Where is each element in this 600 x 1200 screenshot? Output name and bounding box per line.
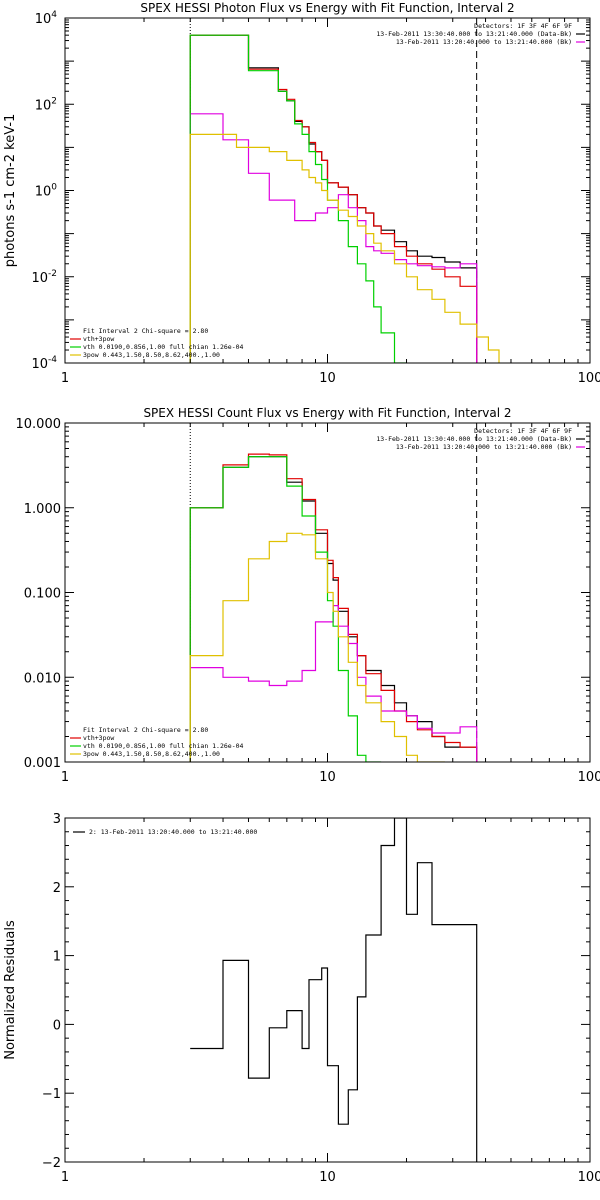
panel3-legend-1: 2: 13-Feb-2011 13:20:40.000 to 13:21:40.… (89, 828, 257, 836)
panel1-y-tick-label: 102 (35, 96, 57, 113)
panel2-x-tick-label: 10 (319, 770, 336, 785)
panel1-x-tick-label: 100 (578, 371, 600, 386)
panel3-series-residuals (190, 818, 478, 1162)
panel2-y-tick-label: 10.000 (16, 417, 62, 432)
panel1-y-tick-label: 104 (35, 10, 58, 27)
panel2-series-vth (189, 456, 382, 762)
panel2-legend-bottom-1: Fit Interval 2 Chi-square = 2.80 (83, 726, 208, 734)
panel3-x-tick-label: 1 (61, 1170, 69, 1185)
panel1-legend-top-3: 13-Feb-2011 13:20:40.000 to 13:21:40.000… (396, 38, 572, 46)
panel2-y-tick-label: 0.001 (24, 756, 61, 771)
panel3-y-tick-label: 2 (53, 881, 61, 896)
panel1-x-tick-label: 10 (319, 371, 336, 386)
panel2-y-tick-label: 1.000 (24, 502, 61, 517)
panel1-legend-bottom-4: 3pow 0.443,1.50,8.50,8.62,400.,1.00 (83, 351, 220, 359)
panel1-title: SPEX HESSI Photon Flux vs Energy with Fi… (140, 1, 514, 15)
panel2-x-tick-label: 1 (61, 770, 69, 785)
panel2-y-tick-label: 0.010 (24, 671, 61, 686)
panel3-y-tick-label: 1 (53, 950, 61, 965)
panel1-legend-bottom-3: vth 0.0190,0.856,1.00 full chian 1.26e-0… (83, 343, 244, 351)
panel3-x-tick-label: 10 (319, 1170, 336, 1185)
panel3-y-tick-label: 0 (53, 1018, 61, 1033)
panel2-legend-bottom-4: 3pow 0.443,1.50,8.50,8.62,400.,1.00 (83, 750, 220, 758)
panel1-legend-top-1: Detectors: 1F 3F 4F 6F 9F (474, 22, 572, 30)
panel3-y-tick-label: 3 (53, 812, 61, 827)
panel1-series-vth (189, 34, 407, 363)
panel2-series-3pow (189, 532, 445, 762)
panel1-series-bk (189, 113, 478, 363)
panel2-legend-bottom-3: vth 0.0190,0.856,1.00 full chian 1.26e-0… (83, 742, 244, 750)
panel3-y-tick-label: −1 (42, 1087, 61, 1102)
panel1-y-tick-label: 10-2 (31, 269, 57, 286)
panel2-x-tick-label: 100 (578, 770, 600, 785)
panel2-legend-bottom-2: vth+3pow (83, 734, 114, 742)
panel1-legend-top-2: 13-Feb-2011 13:30:40.000 to 13:21:40.000… (376, 30, 572, 38)
panel2-series-bk (189, 605, 478, 762)
panel1-legend-bottom-2: vth+3pow (83, 335, 114, 343)
panel1-series-data-bk (189, 34, 478, 363)
panel1-y-axis-label: photons s-1 cm-2 keV-1 (3, 114, 18, 268)
panel3-y-axis-label: Normalized Residuals (3, 920, 18, 1060)
panel1-series-vth-3pow (189, 34, 478, 363)
panel1-series-3pow (189, 133, 500, 363)
panel1-x-tick-label: 1 (61, 371, 69, 386)
panel2-legend-top-1: Detectors: 1F 3F 4F 6F 9F (474, 427, 572, 435)
panel1-y-tick-label: 10-4 (31, 355, 57, 372)
panel1-y-tick-label: 100 (35, 183, 58, 200)
panel2-legend-top-3: 13-Feb-2011 13:20:40.000 to 13:21:40.000… (396, 443, 572, 451)
panel2-title: SPEX HESSI Count Flux vs Energy with Fit… (143, 406, 511, 420)
panel3-y-tick-label: −2 (42, 1156, 61, 1171)
panel2-legend-top-2: 13-Feb-2011 13:30:40.000 to 13:21:40.000… (376, 435, 572, 443)
panel3-x-tick-label: 100 (578, 1170, 600, 1185)
panel2-y-tick-label: 0.100 (24, 587, 61, 602)
panel1-legend-bottom-1: Fit Interval 2 Chi-square = 2.80 (83, 327, 208, 335)
